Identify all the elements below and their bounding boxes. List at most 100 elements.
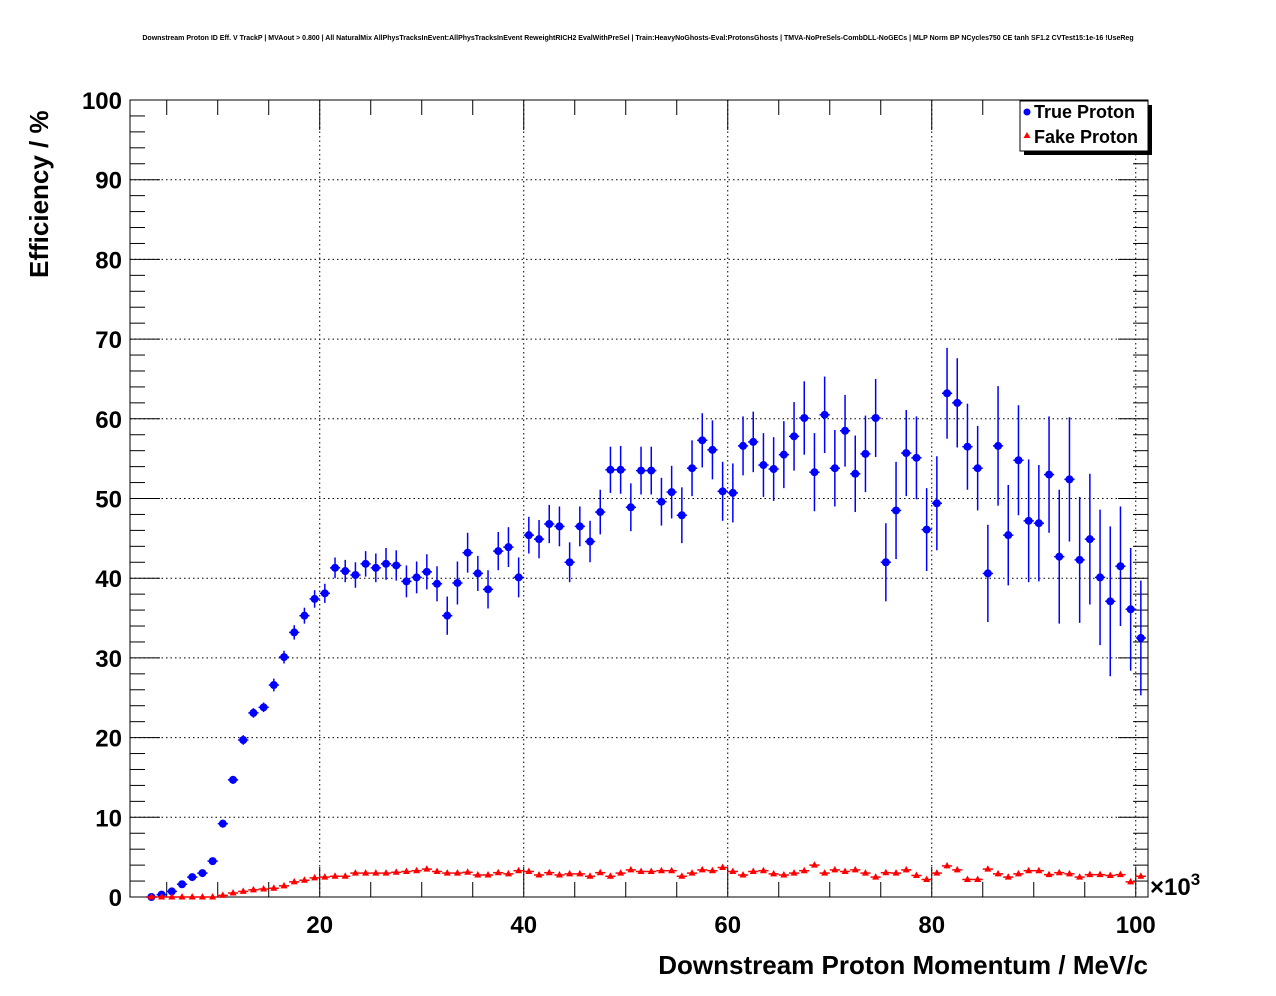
data-point	[698, 865, 706, 873]
data-point	[555, 871, 563, 878]
data-point	[555, 522, 564, 531]
data-point	[392, 868, 400, 875]
legend-box	[1019, 100, 1149, 152]
data-point	[1065, 869, 1073, 877]
data-point	[1035, 866, 1043, 874]
data-point	[208, 857, 217, 866]
data-point	[280, 653, 289, 662]
data-point	[1116, 562, 1125, 571]
data-point	[953, 398, 962, 407]
y-tick-label: 30	[95, 646, 122, 673]
data-point	[423, 865, 431, 872]
y-tick-label: 60	[95, 407, 122, 434]
data-point	[790, 432, 799, 441]
data-point	[188, 873, 197, 882]
data-point	[1055, 552, 1064, 561]
x-exponent-label: ×103	[1150, 870, 1200, 901]
data-point	[504, 869, 512, 877]
data-point	[412, 573, 421, 582]
data-point	[484, 585, 493, 594]
series-true-proton	[146, 347, 1146, 901]
data-point	[464, 868, 472, 875]
data-point	[984, 865, 992, 872]
data-point	[188, 893, 196, 900]
data-point	[616, 465, 625, 474]
data-point	[678, 872, 686, 879]
data-point	[780, 871, 788, 878]
data-point	[657, 866, 665, 874]
data-point	[851, 865, 859, 873]
data-point	[413, 866, 421, 874]
data-point	[362, 869, 370, 876]
data-point	[820, 410, 829, 419]
data-point	[769, 465, 778, 474]
data-point	[239, 735, 248, 744]
x-exponent-base: ×10	[1150, 874, 1191, 901]
data-point	[872, 873, 880, 880]
y-tick-label: 50	[95, 487, 122, 514]
chart-title: Downstream Proton ID Eff. V TrackP | MVA…	[142, 35, 1134, 42]
data-point	[943, 861, 951, 869]
y-tick-label: 20	[95, 726, 122, 753]
data-series	[146, 347, 1146, 901]
data-point	[320, 589, 329, 598]
data-point	[1065, 475, 1074, 484]
grid-lines	[130, 99, 1148, 898]
data-point	[932, 499, 941, 508]
data-point	[178, 880, 187, 889]
data-point	[535, 535, 544, 544]
data-point	[453, 869, 461, 876]
data-point	[290, 628, 299, 637]
data-point	[1096, 573, 1105, 582]
data-point	[514, 573, 523, 582]
data-point	[1085, 535, 1094, 544]
x-tick-label: 80	[918, 912, 945, 939]
data-point	[269, 680, 278, 689]
data-point	[922, 525, 931, 534]
data-point	[484, 871, 492, 878]
data-point	[525, 867, 533, 874]
data-point	[739, 871, 747, 878]
data-point	[647, 466, 656, 475]
data-point	[933, 869, 941, 876]
data-point	[596, 508, 605, 517]
data-point	[474, 871, 482, 878]
data-point	[851, 469, 860, 478]
data-point	[1024, 516, 1033, 525]
data-point	[392, 561, 401, 570]
data-point	[892, 869, 900, 876]
data-point	[912, 871, 920, 878]
data-point	[1127, 877, 1135, 885]
data-point	[259, 703, 268, 712]
data-point	[677, 511, 686, 520]
data-point	[637, 466, 646, 475]
data-point	[515, 866, 523, 874]
data-point	[1045, 870, 1053, 878]
data-point	[617, 869, 625, 876]
data-point	[351, 869, 359, 876]
data-point	[239, 887, 247, 894]
data-point	[841, 426, 850, 435]
data-point	[1045, 470, 1054, 479]
data-point	[647, 867, 655, 874]
data-point	[1126, 605, 1135, 614]
data-point	[994, 869, 1002, 877]
data-point	[902, 865, 910, 873]
data-point	[219, 891, 227, 898]
data-point	[463, 548, 472, 557]
data-point	[198, 893, 206, 900]
data-point	[494, 868, 502, 876]
data-point	[443, 869, 451, 876]
x-axis-title: Downstream Proton Momentum / MeV/c	[658, 950, 1148, 980]
data-point	[1014, 456, 1023, 465]
data-point	[218, 819, 227, 828]
data-point	[300, 876, 308, 883]
data-point	[637, 867, 645, 874]
data-point	[810, 468, 819, 477]
data-point	[892, 506, 901, 515]
data-point	[249, 708, 258, 717]
data-point	[586, 872, 594, 879]
data-point	[606, 465, 615, 474]
data-point	[229, 775, 238, 784]
